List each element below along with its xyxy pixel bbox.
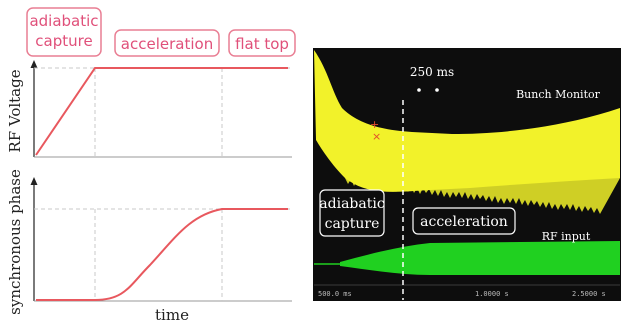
scope-box-acceleration: acceleration <box>412 207 516 235</box>
scope-box-acceleration-label: acceleration <box>420 214 508 230</box>
rf-voltage-plot: RF Voltage <box>6 60 292 158</box>
sync-phase-ylabel: synchronous phase <box>6 169 24 315</box>
scope-footer-center: 1.0000 s <box>475 290 509 298</box>
phase-box-acceleration: acceleration <box>114 29 220 57</box>
sync-phase-curve <box>36 208 288 301</box>
time-xlabel: time <box>155 306 189 324</box>
phase-box-flattop: flat top <box>228 29 296 57</box>
rf-input-signal <box>340 241 620 275</box>
scope-footer-right: 2.5000 s <box>572 290 606 298</box>
scope-box-adiabatic-line2: capture <box>325 216 380 232</box>
sync-phase-plot: synchronous phase time <box>6 169 292 324</box>
phase-box-acceleration-label: acceleration <box>121 35 213 53</box>
phase-box-adiabatic: adiabatic capture <box>26 7 102 57</box>
bunch-monitor-signal <box>314 50 620 192</box>
scope-footer-left: 500.0 ms <box>318 290 352 298</box>
schematic-panel: adiabatic capture acceleration flat top … <box>6 7 296 324</box>
phase-box-adiabatic-line1: adiabatic <box>29 12 98 30</box>
bunch-monitor-noise <box>345 178 620 214</box>
rf-input-label: RF input <box>542 230 591 243</box>
bottom-y-axis-arrow <box>30 177 38 185</box>
bunch-marker-cross: × <box>372 130 381 143</box>
bunch-monitor-label: Bunch Monitor <box>516 88 601 101</box>
time-marker-dot-right <box>435 88 439 92</box>
scope-box-adiabatic-line1: adiabatic <box>319 196 385 212</box>
phase-box-flattop-label: flat top <box>235 35 289 53</box>
rf-voltage-curve <box>35 67 288 156</box>
rf-voltage-ylabel: RF Voltage <box>6 69 24 152</box>
scope-box-adiabatic: adiabatic capture <box>319 189 385 237</box>
oscilloscope-panel: × + 250 ms Bunch Monitor RF input adiaba… <box>313 48 621 301</box>
top-y-axis-arrow <box>30 60 38 68</box>
bunch-marker-plus: + <box>370 118 379 131</box>
time-marker-dot-left <box>417 88 421 92</box>
phase-box-adiabatic-line2: capture <box>35 32 92 50</box>
time-marker-label: 250 ms <box>410 65 454 79</box>
